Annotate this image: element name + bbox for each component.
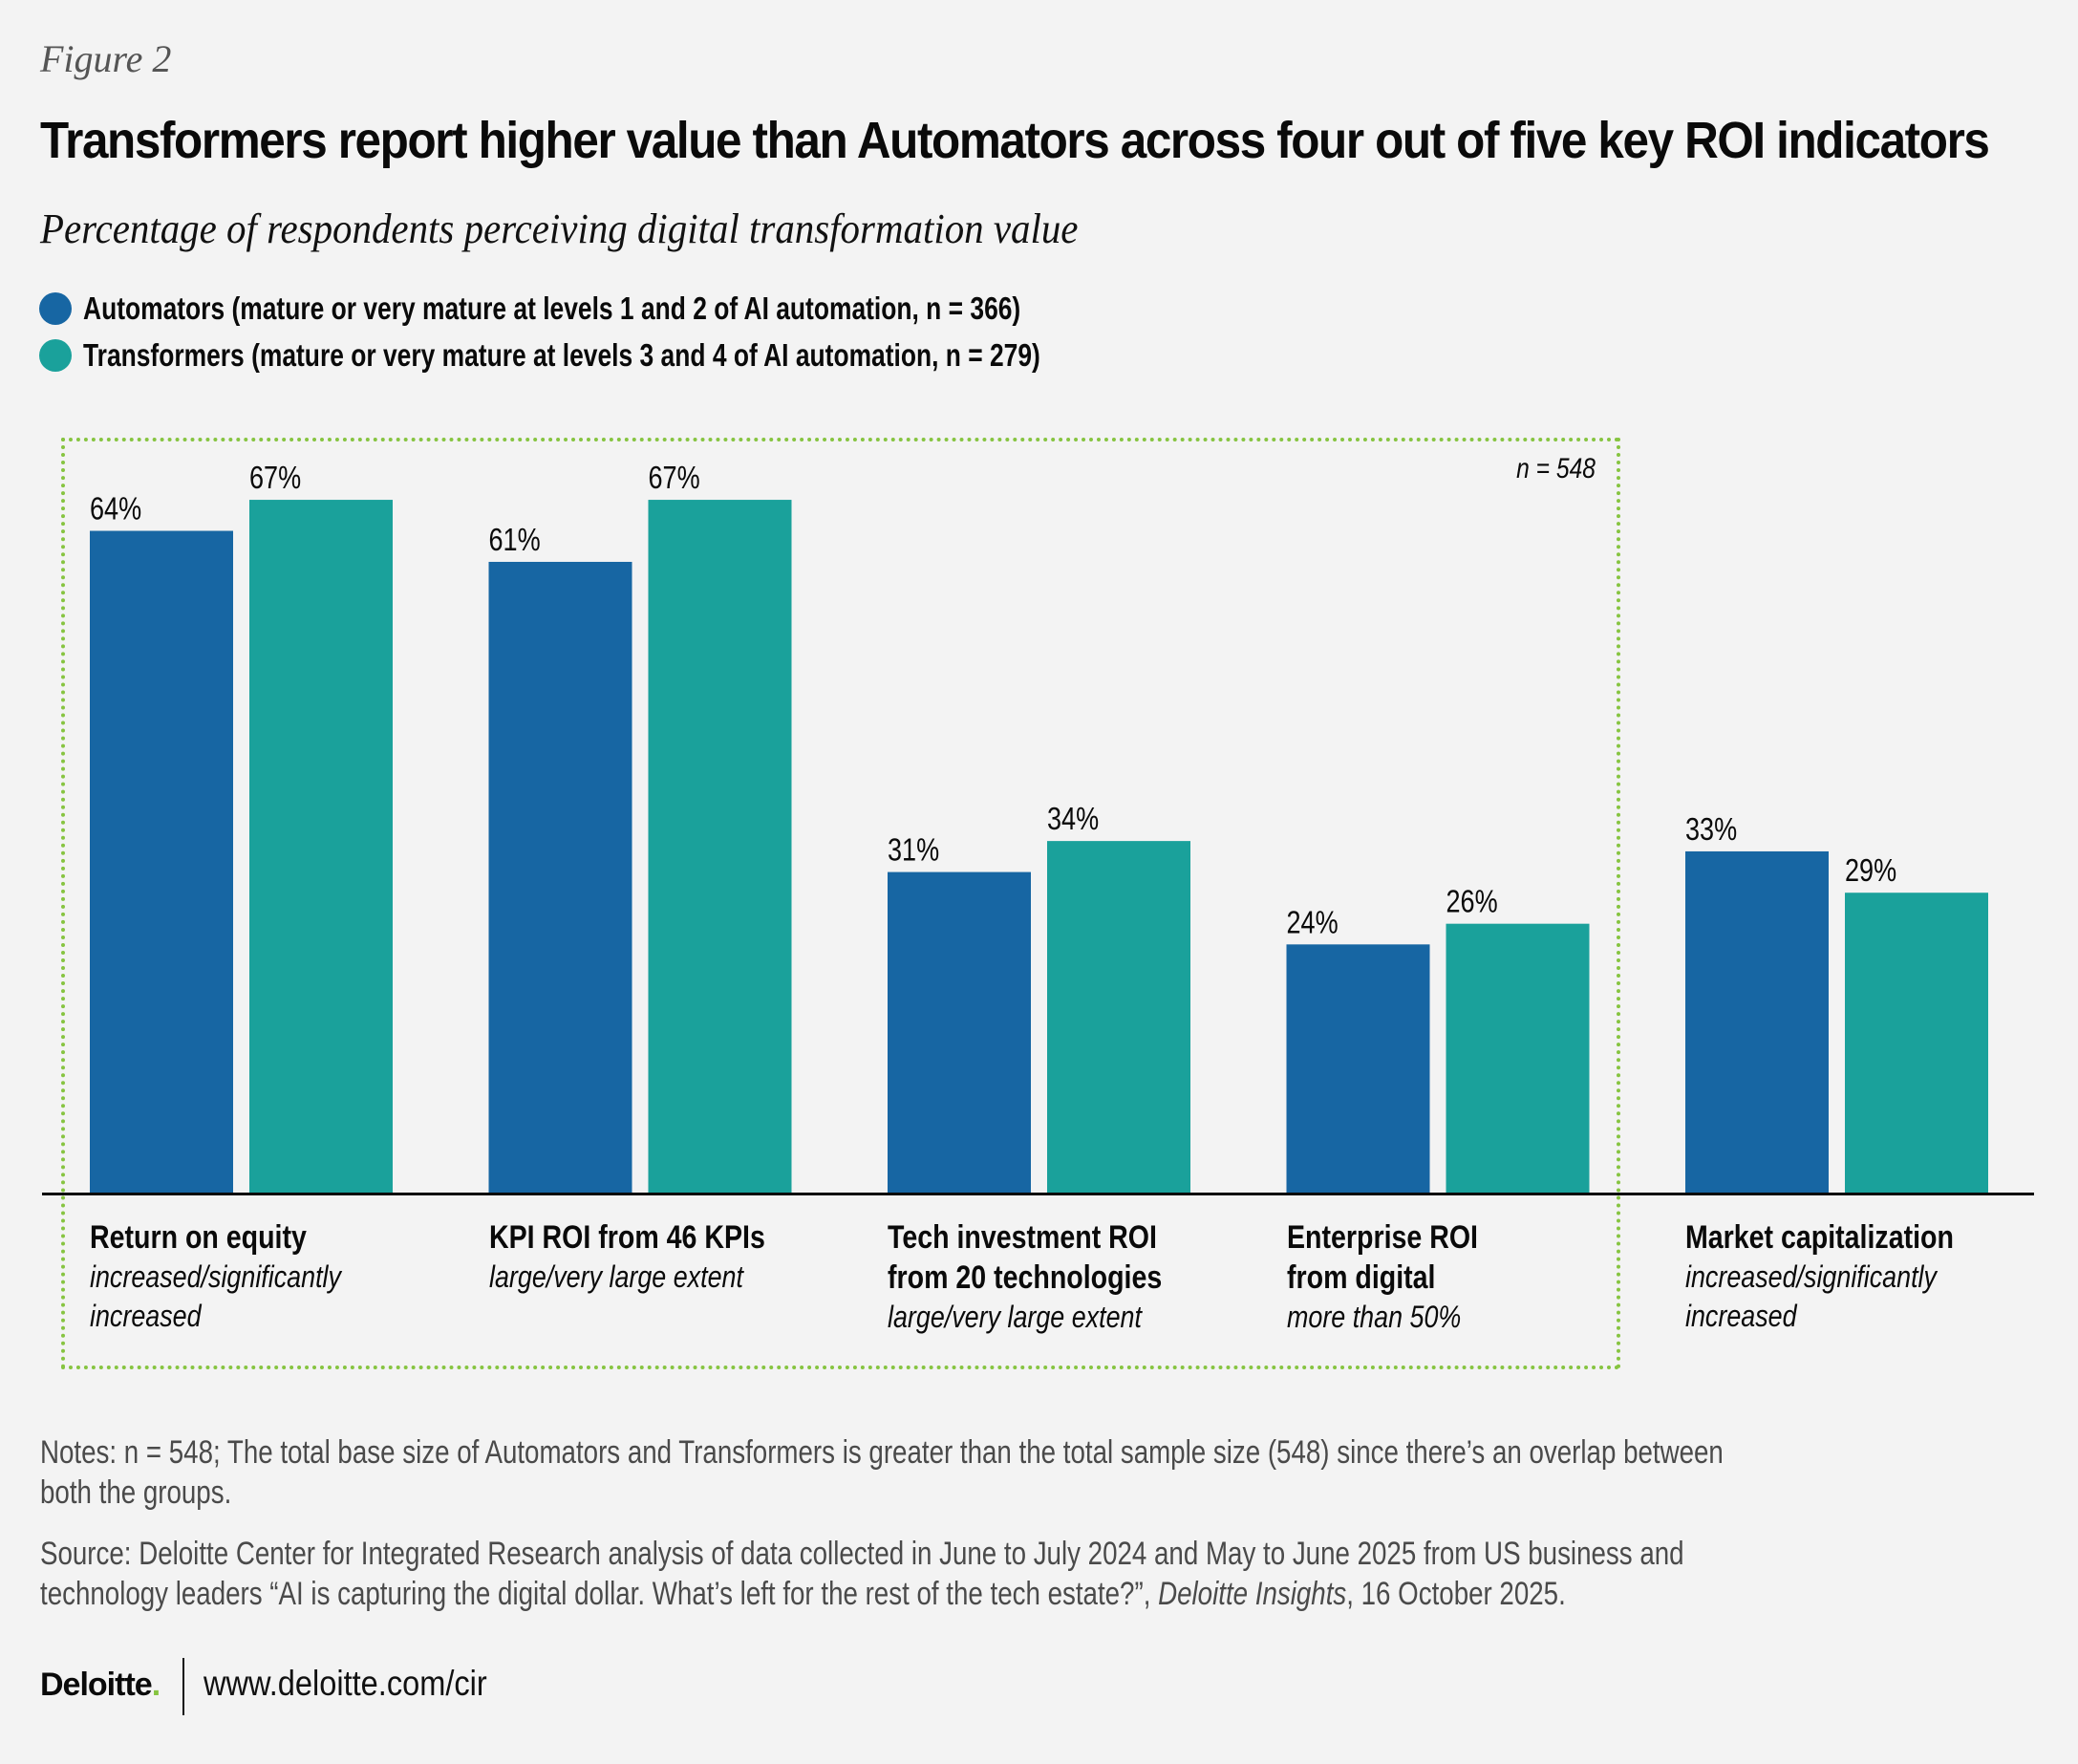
- category-title: Market capitalization: [1685, 1219, 1954, 1256]
- category-label: Tech investment ROI from 20 technologies l…: [888, 1217, 1232, 1337]
- value-label: 61%: [489, 524, 541, 558]
- value-label: 26%: [1446, 885, 1498, 919]
- legend-item-automators: Automators (mature or very mature at lev…: [39, 290, 1255, 328]
- bar-transformers-2: [1047, 841, 1190, 1193]
- value-label: 67%: [649, 462, 700, 496]
- highlight-box: [61, 438, 1620, 1369]
- chart-title-text: Transformers report higher value than Au…: [40, 112, 1990, 169]
- chart-subtitle: Percentage of respondents perceiving dig…: [40, 204, 1156, 253]
- category-subtitle: increased/significantly: [1685, 1259, 1937, 1294]
- bar-automators-4: [1685, 850, 1829, 1193]
- value-label: 29%: [1845, 854, 1896, 889]
- category-label: Enterprise ROI from digital more than 50%: [1287, 1217, 1631, 1337]
- footer-divider: [182, 1658, 184, 1715]
- legend-item-transformers: Transformers (mature or very mature at l…: [39, 336, 1279, 375]
- category-subtitle: large/very large extent: [888, 1300, 1142, 1334]
- notes-line: both the groups.: [40, 1474, 232, 1511]
- category-label: Market capitalization increased/significa…: [1685, 1217, 2029, 1336]
- bar-automators-1: [488, 561, 632, 1193]
- sample-size-note: n = 548: [1516, 453, 1596, 484]
- category-label: Return on equity increased/significantly i…: [90, 1217, 434, 1336]
- figure-label: Figure 2: [40, 37, 172, 80]
- deloitte-logo: Deloitte.: [40, 1667, 161, 1703]
- value-label: 31%: [888, 833, 939, 868]
- bar-transformers-3: [1446, 923, 1590, 1193]
- bar-transformers-0: [249, 500, 393, 1193]
- notes-line: Notes: n = 548; The total base size of A…: [40, 1434, 1724, 1471]
- legend-label: Transformers (mature or very mature at l…: [83, 337, 1040, 373]
- source-publication: Deloitte Insights: [1158, 1576, 1347, 1612]
- category-title: Return on equity: [90, 1219, 307, 1256]
- category-label: KPI ROI from 46 KPIs large/very large ext…: [489, 1217, 833, 1297]
- value-label: 24%: [1287, 906, 1339, 940]
- bar-automators-2: [888, 871, 1031, 1193]
- category-title: KPI ROI from 46 KPIs: [488, 1219, 765, 1256]
- category-title: from 20 technologies: [888, 1259, 1163, 1296]
- logo-green-dot: .: [151, 1667, 161, 1703]
- value-label: 64%: [90, 492, 141, 527]
- chart-subtitle-text: Percentage of respondents perceiving dig…: [40, 205, 1079, 252]
- source-line: Source: Deloitte Center for Integrated R…: [40, 1536, 1684, 1572]
- legend-swatch-automators: [39, 292, 72, 325]
- category-title: from digital: [1286, 1259, 1435, 1296]
- bar-automators-3: [1286, 944, 1430, 1193]
- bar-transformers-1: [648, 500, 792, 1193]
- footer-url-link[interactable]: www.deloitte.com/cir: [204, 1664, 487, 1703]
- legend-swatch-transformers: [39, 339, 72, 372]
- category-title: Enterprise ROI: [1286, 1219, 1478, 1256]
- value-label: 33%: [1685, 813, 1737, 848]
- bar-transformers-4: [1845, 893, 1988, 1193]
- category-title: Tech investment ROI: [888, 1219, 1157, 1256]
- bar-automators-0: [90, 530, 233, 1193]
- source: Source: Deloitte Center for Integrated R…: [40, 1532, 2046, 1612]
- category-subtitle: increased: [1685, 1299, 1797, 1333]
- value-label: 67%: [249, 462, 301, 496]
- category-subtitle: increased/significantly: [90, 1259, 341, 1294]
- category-subtitle: more than 50%: [1286, 1300, 1461, 1334]
- source-line: technology leaders “AI is capturing the …: [40, 1576, 1566, 1612]
- notes: Notes: n = 548; The total base size of A…: [40, 1431, 2046, 1511]
- category-subtitle: increased: [90, 1299, 202, 1333]
- legend-label: Automators (mature or very mature at lev…: [83, 290, 1021, 326]
- value-label: 34%: [1047, 803, 1099, 837]
- category-subtitle: large/very large extent: [488, 1259, 743, 1294]
- chart-title: Transformers report higher value than Au…: [40, 111, 2078, 170]
